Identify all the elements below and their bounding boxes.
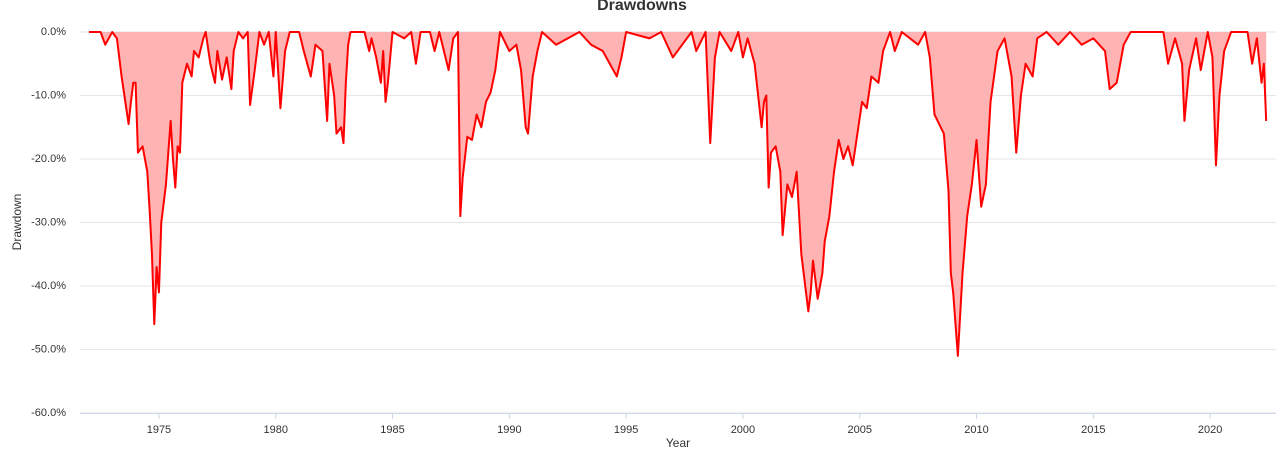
y-tick-label: -20.0% bbox=[31, 153, 66, 165]
y-tick-label: 0.0% bbox=[41, 26, 66, 38]
x-tick-label: 2020 bbox=[1198, 424, 1222, 436]
y-tick-label: -60.0% bbox=[31, 407, 66, 419]
y-tick-label: -30.0% bbox=[31, 216, 66, 228]
y-tick-label: -10.0% bbox=[31, 89, 66, 101]
x-tick-label: 2015 bbox=[1081, 424, 1105, 436]
x-tick-label: 1990 bbox=[497, 424, 521, 436]
x-tick-label: 1980 bbox=[264, 424, 288, 436]
y-tick-label: -50.0% bbox=[31, 343, 66, 355]
x-tick-label: 2005 bbox=[847, 424, 871, 436]
x-tick-label: 1995 bbox=[614, 424, 638, 436]
x-tick-label: 2000 bbox=[731, 424, 755, 436]
x-tick-label: 1975 bbox=[147, 424, 171, 436]
chart-title: Drawdowns bbox=[597, 0, 687, 14]
x-axis-title: Year bbox=[666, 436, 690, 450]
y-tick-label: -40.0% bbox=[31, 280, 66, 292]
area-fill bbox=[88, 32, 1267, 356]
x-tick-label: 2010 bbox=[964, 424, 988, 436]
y-axis-title: Drawdown bbox=[10, 194, 24, 251]
drawdown-line bbox=[88, 31, 1268, 357]
x-tick-label: 1985 bbox=[380, 424, 404, 436]
